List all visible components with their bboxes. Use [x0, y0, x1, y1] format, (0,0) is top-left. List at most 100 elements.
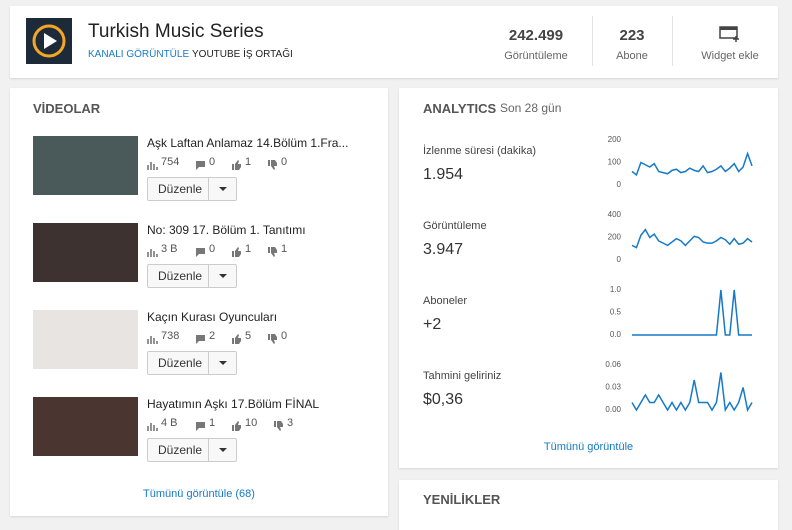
stat-label: Abone — [616, 50, 648, 62]
y-tick-label: 0.00 — [605, 405, 621, 414]
y-tick-label: 0.03 — [605, 383, 621, 392]
stat-icon — [267, 331, 278, 349]
y-tick-label: 200 — [608, 135, 622, 144]
y-tick-label: 1.0 — [610, 285, 622, 294]
channel-name[interactable]: Turkish Music Series — [88, 21, 264, 42]
separator — [208, 352, 209, 374]
video-stat: 3 — [287, 417, 294, 429]
videos-view-all[interactable]: Tümünü görüntüle (68) — [143, 488, 255, 500]
analytics-charts: 0 100 200 0 200 400 0.0 0.5 1.0 0.00 0.03 0.06 — [605, 135, 753, 414]
video-stat: 754 — [161, 156, 180, 168]
stat-icon — [195, 157, 206, 175]
analytics-title: ANALYTICS — [423, 101, 497, 116]
video-stat: 1 — [209, 417, 216, 429]
video-stat: 0 — [209, 156, 216, 168]
news-card: YENİLİKLER — [399, 480, 778, 530]
y-tick-label: 200 — [608, 233, 622, 242]
channel-header: Turkish Music Series KANALI GÖRÜNTÜLE YO… — [10, 6, 778, 78]
y-tick-label: 400 — [608, 210, 622, 219]
video-stat: 1 — [245, 156, 252, 168]
sparkline — [631, 228, 753, 249]
stat-icon — [273, 418, 284, 436]
edit-label[interactable]: Düzenle — [158, 182, 203, 196]
metric-value: 3.947 — [423, 241, 464, 258]
channel-logo — [26, 18, 72, 64]
metric-label: İzlenme süresi (dakika) — [423, 145, 537, 157]
video-stat: 1 — [281, 243, 288, 255]
partner-link[interactable]: YOUTUBE İŞ ORTAĞI — [192, 49, 293, 60]
sparkline — [631, 151, 753, 177]
y-tick-label: 0.06 — [605, 360, 621, 369]
video-stat: 5 — [245, 330, 252, 342]
stat-icon — [195, 418, 206, 436]
metric-value: 1.954 — [423, 166, 464, 183]
y-tick-label: 0 — [617, 255, 622, 264]
metric-label: Aboneler — [423, 295, 468, 307]
edit-button[interactable]: Düzenle — [147, 351, 237, 375]
stat-icon — [231, 418, 242, 436]
dropdown-arrow[interactable] — [219, 187, 227, 191]
stat-icon — [195, 244, 206, 262]
edit-label[interactable]: Düzenle — [158, 269, 203, 283]
y-tick-label: 100 — [608, 158, 622, 167]
video-stat: 738 — [161, 330, 180, 342]
dropdown-arrow[interactable] — [219, 448, 227, 452]
edit-label[interactable]: Düzenle — [158, 356, 203, 370]
sparkline — [631, 372, 753, 413]
widget-icon[interactable] — [719, 26, 741, 42]
video-title[interactable]: Aşk Laftan Anlamaz 14.Bölüm 1.Fra... — [147, 136, 349, 150]
stat-value: 242.499 — [508, 27, 564, 44]
video-stat: 3 B — [161, 243, 178, 255]
metric-value: +2 — [423, 316, 442, 333]
y-tick-label: 0.5 — [610, 308, 622, 317]
video-thumbnail[interactable] — [33, 310, 138, 369]
analytics-view-all[interactable]: Tümünü görüntüle — [543, 441, 634, 453]
sparkline — [632, 289, 752, 336]
video-title[interactable]: Kaçın Kurası Oyuncuları — [147, 310, 278, 324]
channel-link[interactable]: KANALI GÖRÜNTÜLE — [88, 49, 190, 60]
stat-icon — [147, 418, 158, 436]
stat-icon — [147, 157, 158, 175]
divider — [672, 16, 673, 66]
video-stat: 2 — [209, 330, 216, 342]
video-stat: 1 — [245, 243, 252, 255]
video-title[interactable]: No: 309 17. Bölüm 1. Tanıtımı — [147, 223, 306, 237]
y-tick-label: 0.0 — [610, 330, 622, 339]
dropdown-arrow[interactable] — [219, 361, 227, 365]
stat-label: Görüntüleme — [504, 50, 568, 62]
dropdown-arrow[interactable] — [219, 274, 227, 278]
edit-button[interactable]: Düzenle — [147, 438, 237, 462]
separator — [208, 178, 209, 200]
separator — [208, 265, 209, 287]
separator — [208, 439, 209, 461]
stat-icon — [195, 331, 206, 349]
videos-title: VİDEOLAR — [33, 101, 101, 116]
videos-card: VİDEOLAR Tümünü görüntüle (68) Aşk Lafta… — [10, 88, 388, 516]
video-stat: 10 — [245, 417, 258, 429]
divider — [592, 16, 593, 66]
video-thumbnail[interactable] — [33, 136, 138, 195]
stat-icon — [147, 331, 158, 349]
edit-button[interactable]: Düzenle — [147, 264, 237, 288]
analytics-period: Son 28 gün — [500, 101, 562, 115]
video-thumbnail[interactable] — [33, 223, 138, 282]
stat-value: 223 — [619, 27, 645, 44]
stat-icon — [231, 244, 242, 262]
edit-button[interactable]: Düzenle — [147, 177, 237, 201]
stat-icon — [231, 331, 242, 349]
news-title: YENİLİKLER — [423, 492, 501, 507]
stat-icon — [231, 157, 242, 175]
stat-icon — [267, 157, 278, 175]
edit-label[interactable]: Düzenle — [158, 443, 203, 457]
stat-icon — [147, 244, 158, 262]
stat-icon — [267, 244, 278, 262]
y-tick-label: 0 — [617, 180, 622, 189]
video-stat: 0 — [209, 243, 216, 255]
video-stat: 4 B — [161, 417, 178, 429]
metric-label: Görüntüleme — [423, 220, 487, 232]
video-thumbnail[interactable] — [33, 397, 138, 456]
widget-label[interactable]: Widget ekle — [701, 50, 759, 62]
video-title[interactable]: Hayatımın Aşkı 17.Bölüm FİNAL — [147, 397, 320, 411]
metric-label: Tahmini geliriniz — [423, 370, 502, 382]
